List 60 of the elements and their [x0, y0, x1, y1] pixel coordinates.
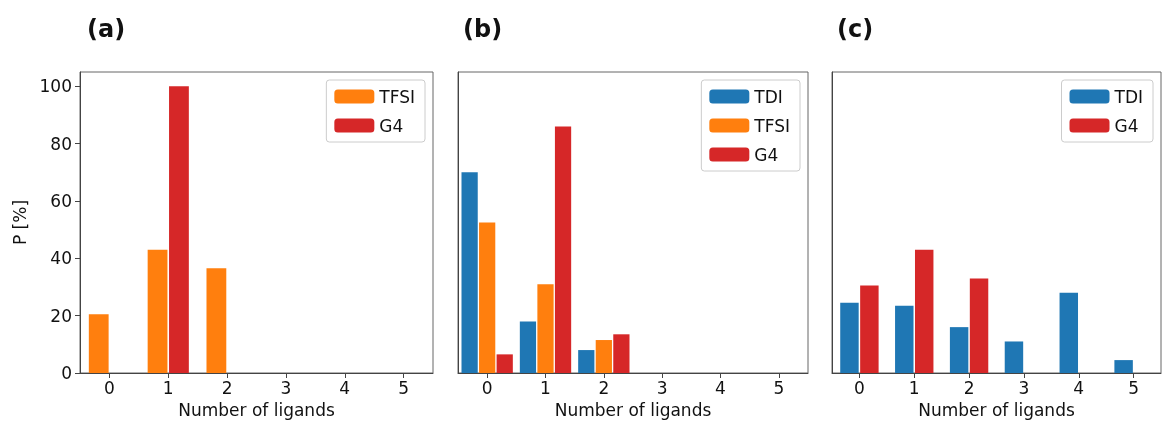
bar	[595, 340, 612, 373]
bar	[613, 334, 630, 373]
bar	[1059, 292, 1079, 373]
legend-label: G4	[1114, 115, 1139, 136]
chart-title: (c)	[837, 15, 874, 43]
bar	[479, 222, 496, 373]
bar	[206, 268, 227, 373]
bar	[169, 86, 189, 373]
bar	[88, 314, 109, 373]
bar	[860, 285, 879, 373]
chart-title: (a)	[87, 15, 126, 43]
x-tick-label: 2	[598, 377, 610, 398]
bar	[554, 126, 572, 373]
x-axis-title: Number of ligands	[918, 399, 1075, 420]
bar	[537, 284, 554, 373]
y-tick-label: 0	[61, 363, 72, 383]
bar	[1004, 341, 1024, 373]
legend-label: TFSI	[753, 115, 790, 136]
bar	[895, 305, 914, 373]
x-tick-label: 4	[715, 377, 726, 398]
x-tick-label: 3	[1018, 377, 1030, 398]
y-axis-title: P [%]	[10, 199, 31, 246]
bar	[969, 278, 989, 373]
bar	[1114, 360, 1133, 373]
legend-label: TFSI	[378, 86, 415, 107]
y-tick-label: 100	[39, 76, 72, 97]
x-tick-label: 3	[656, 377, 668, 398]
legend-label: G4	[754, 144, 779, 165]
x-tick-label: 2	[963, 377, 975, 398]
bar	[578, 350, 595, 373]
legend-label: G4	[379, 115, 404, 136]
bar	[949, 327, 969, 373]
y-tick-label: 40	[50, 248, 72, 269]
bar	[461, 172, 478, 373]
x-tick-label: 0	[854, 377, 865, 398]
x-tick-label: 4	[1073, 377, 1085, 398]
x-tick-label: 5	[773, 377, 785, 398]
bar	[519, 321, 537, 373]
legend-label: TDI	[1113, 86, 1144, 107]
bar	[147, 249, 168, 373]
bar	[914, 249, 934, 373]
bar	[840, 302, 859, 373]
x-tick-label: 5	[398, 377, 409, 398]
x-tick-label: 0	[481, 377, 493, 398]
x-tick-label: 4	[339, 377, 351, 398]
y-tick-label: 60	[50, 191, 72, 211]
x-tick-label: 0	[104, 377, 115, 398]
y-tick-label: 20	[50, 305, 72, 326]
x-tick-label: 5	[1128, 377, 1139, 398]
x-tick-label: 1	[162, 377, 174, 398]
x-axis-title: Number of ligands	[554, 399, 712, 420]
chart-title: (b)	[463, 15, 503, 43]
y-tick-label: 80	[50, 133, 72, 154]
x-tick-label: 2	[221, 377, 233, 398]
x-axis-title: Number of ligands	[178, 399, 335, 420]
bar	[496, 354, 513, 373]
x-tick-label: 1	[908, 377, 920, 398]
legend-label: TDI	[753, 86, 783, 107]
x-tick-label: 3	[280, 377, 292, 398]
x-tick-label: 1	[540, 377, 551, 398]
